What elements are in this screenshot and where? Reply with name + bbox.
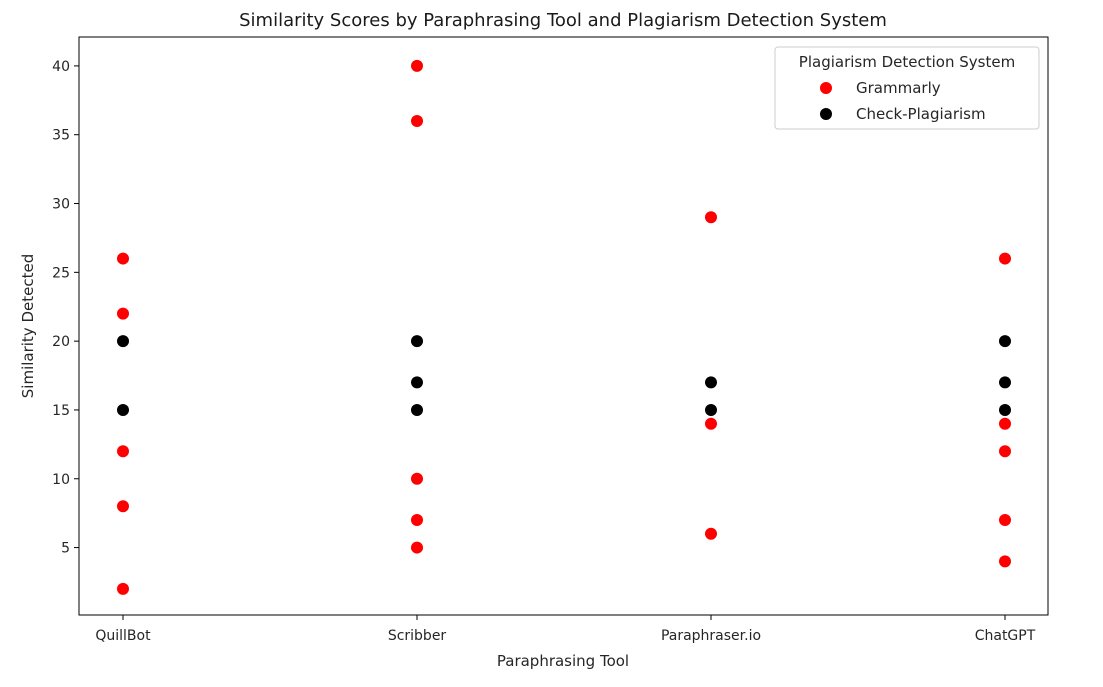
x-tick-label: Paraphraser.io bbox=[661, 628, 761, 644]
data-point-grammarly bbox=[705, 211, 717, 224]
data-point-check-plagiarism bbox=[117, 335, 129, 348]
data-point-grammarly bbox=[999, 445, 1011, 458]
y-axis-label: Similarity Detected bbox=[19, 254, 37, 398]
legend-title: Plagiarism Detection System bbox=[799, 53, 1015, 71]
data-point-check-plagiarism bbox=[999, 403, 1011, 416]
data-point-grammarly bbox=[705, 417, 717, 430]
data-point-grammarly bbox=[117, 500, 129, 513]
x-tick-label: QuillBot bbox=[95, 628, 151, 644]
legend-label-check-plagiarism: Check-Plagiarism bbox=[856, 105, 986, 123]
x-tick-label: Scribber bbox=[388, 628, 447, 644]
data-point-grammarly bbox=[999, 514, 1011, 527]
data-point-grammarly bbox=[411, 59, 423, 72]
data-point-grammarly bbox=[999, 555, 1011, 568]
legend: Plagiarism Detection System Grammarly Ch… bbox=[774, 46, 1040, 130]
y-tick-label: 30 bbox=[52, 197, 70, 213]
y-tick-label: 35 bbox=[52, 128, 70, 144]
y-tick-label: 15 bbox=[52, 403, 70, 419]
data-point-check-plagiarism bbox=[117, 403, 129, 416]
legend-marker-grammarly bbox=[820, 82, 832, 94]
data-point-check-plagiarism bbox=[411, 403, 423, 416]
data-point-grammarly bbox=[411, 114, 423, 127]
data-point-check-plagiarism bbox=[999, 335, 1011, 348]
data-point-grammarly bbox=[117, 582, 129, 595]
data-point-grammarly bbox=[705, 527, 717, 540]
chart-title: Similarity Scores by Paraphrasing Tool a… bbox=[239, 10, 887, 31]
data-point-grammarly bbox=[117, 445, 129, 458]
y-tick-label: 40 bbox=[52, 59, 70, 75]
data-point-check-plagiarism bbox=[411, 335, 423, 348]
data-point-grammarly bbox=[411, 514, 423, 527]
data-point-grammarly bbox=[411, 472, 423, 485]
y-tick-label: 10 bbox=[52, 472, 70, 488]
y-tick-label: 20 bbox=[52, 334, 70, 350]
data-point-grammarly bbox=[999, 252, 1011, 265]
legend-label-grammarly: Grammarly bbox=[856, 79, 941, 97]
y-tick-label: 5 bbox=[61, 541, 70, 557]
data-point-grammarly bbox=[117, 252, 129, 265]
y-axis: 5 10 15 20 25 30 35 40 bbox=[52, 59, 79, 557]
x-tick-label: ChatGPT bbox=[975, 628, 1036, 644]
data-point-check-plagiarism bbox=[411, 376, 423, 389]
legend-marker-check-plagiarism bbox=[820, 108, 832, 120]
y-tick-label: 25 bbox=[52, 265, 70, 281]
data-point-grammarly bbox=[117, 307, 129, 320]
data-point-check-plagiarism bbox=[999, 376, 1011, 389]
data-point-check-plagiarism bbox=[705, 403, 717, 416]
data-point-check-plagiarism bbox=[705, 376, 717, 389]
x-axis-label: Paraphrasing Tool bbox=[497, 652, 629, 670]
legend-box bbox=[774, 46, 1040, 130]
data-point-grammarly bbox=[999, 417, 1011, 430]
data-point-grammarly bbox=[411, 541, 423, 554]
data-points bbox=[117, 59, 1011, 595]
x-axis: QuillBot Scribber Paraphraser.io ChatGPT bbox=[95, 615, 1036, 644]
plot-area bbox=[78, 36, 1049, 616]
